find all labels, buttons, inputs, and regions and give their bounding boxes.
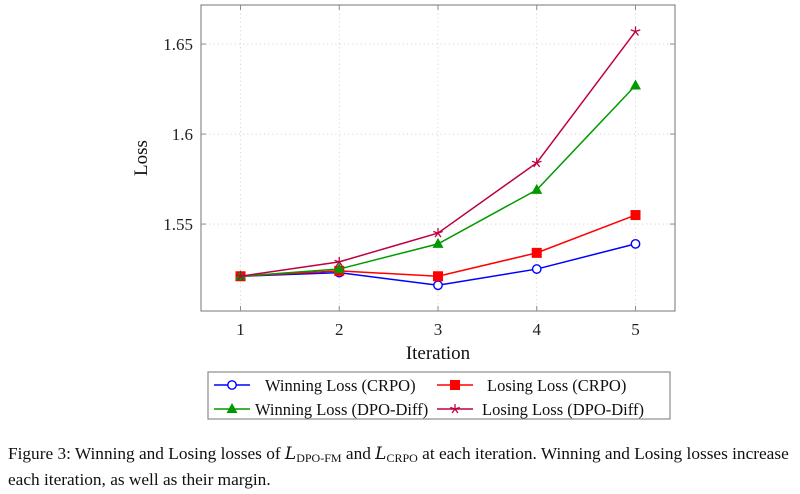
legend-label: Losing Loss (CRPO) [487,376,626,395]
star-ray [437,232,442,238]
x-tick-label: 3 [434,320,443,339]
x-tick-label: 4 [533,320,542,339]
star-ray [454,406,460,410]
caption-prefix: Figure 3: Winning and Losing losses of [8,444,285,463]
star-ray [434,232,439,238]
star-ray [536,160,542,164]
star-ray [334,259,340,263]
star-ray [635,29,641,33]
data-point [630,26,641,36]
legend-frame [207,371,671,420]
series-losing-loss-dpo-diff [235,26,641,281]
legend-label: Winning Loss (DPO-Diff) [255,400,428,419]
y-tick-label: 1.55 [163,215,193,234]
star-ray [630,29,636,33]
data-point [334,256,345,267]
legend-marker [450,380,460,390]
x-tick-label: 5 [631,320,640,339]
data-point [531,157,542,168]
star-ray [433,230,439,234]
y-axis-label: Loss [131,140,152,176]
star-ray [339,259,345,263]
legend-marker [450,404,460,414]
legend-item: Winning Loss (CRPO) [214,376,416,395]
data-point [433,228,443,238]
star-ray [536,162,541,168]
plot-area-frame [200,4,676,312]
star-ray [533,162,538,168]
caption-mid: and [341,444,376,463]
star-ray [237,275,242,281]
star-ray [240,274,246,277]
legend-marker [226,403,238,413]
legend-label: Losing Loss (DPO-Diff) [482,400,644,419]
data-point [630,238,641,249]
star-ray [338,261,343,267]
x-tick-label: 2 [335,320,344,339]
legend-item: Losing Loss (DPO-Diff) [437,400,644,419]
loss-symbol-dpo-fm: L [284,444,297,464]
star-ray [437,230,443,234]
star-ray [239,275,244,281]
loss-subscript-crpo: CRPO [386,451,418,465]
y-tick-label: 1.65 [163,35,193,54]
star-ray [450,406,456,410]
data-point [432,237,444,248]
series-group [235,26,641,291]
star-ray [451,408,456,414]
loss-symbol-crpo: L [375,444,387,464]
data-point [433,280,443,291]
data-point [531,183,543,194]
legend-item: Losing Loss (CRPO) [437,376,626,395]
star-ray [634,31,639,36]
line-chart: 1 2 3 4 5 1.55 1.6 1.65 Iteration Loss Winning … [131,4,676,420]
grid [201,5,675,311]
data-point [333,263,345,274]
star-ray [454,408,459,414]
star-ray [531,160,537,164]
loss-subscript-dpo-fm: DPO-FM [296,451,342,465]
x-axis-label: Iteration [406,343,471,364]
legend-item: Winning Loss (DPO-Diff) [214,400,428,419]
x-tick-label: 1 [236,320,245,339]
legend-label: Winning Loss (CRPO) [265,376,416,395]
legend: Winning Loss (CRPO) Losing Loss (CRPO) Win… [207,371,671,420]
caption-suffix: at each iteration. Winning and Losing lo… [8,444,789,489]
star-ray [235,274,241,277]
legend-marker [227,380,237,390]
data-point [531,247,542,258]
data-point [630,210,641,221]
data-point [235,271,246,281]
data-point [630,79,641,90]
series-winning-loss-dpo-diff [235,79,641,281]
star-ray [632,31,637,36]
figure-caption: Figure 3: Winning and Losing losses of L… [8,443,798,490]
y-tick-label: 1.6 [172,125,193,144]
star-ray [335,261,340,267]
data-point [531,264,542,274]
data-point [433,271,443,282]
axis-ticks: 1 2 3 4 5 1.55 1.6 1.65 [163,5,675,339]
